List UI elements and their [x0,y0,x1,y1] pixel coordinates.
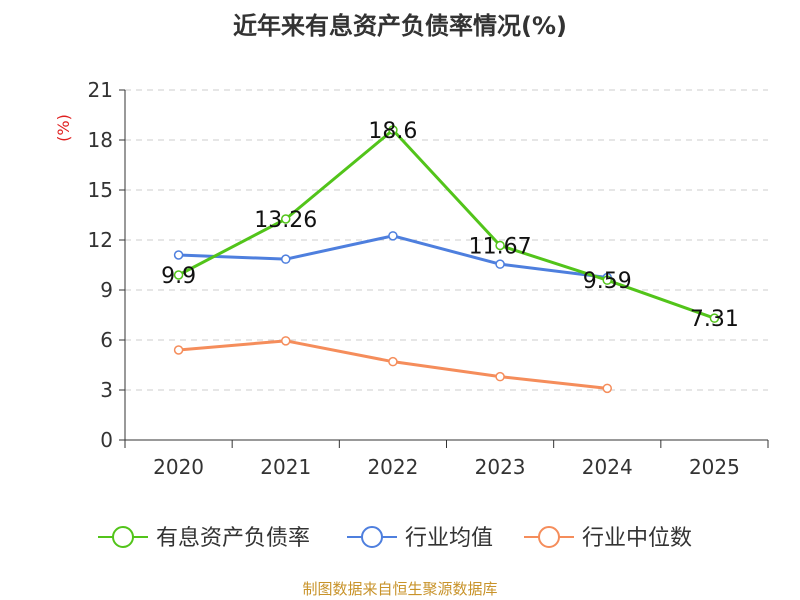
data-point [495,371,505,382]
data-label: 13.26 [254,208,317,233]
y-unit-label: (%) [54,114,73,142]
x-tick-label: 2021 [260,455,311,479]
data-label: 9.9 [161,264,196,289]
data-point [495,259,505,269]
source-note: 制图数据来自恒生聚源数据库 [302,580,498,598]
y-tick-label: 6 [100,328,113,352]
data-point [495,240,505,251]
data-point [602,383,612,394]
data-point [173,345,184,355]
data-label: 9.59 [583,269,632,294]
legend-marker-2 [538,526,560,548]
data-point [173,250,184,260]
data-point [388,356,398,367]
data-point [709,313,720,323]
x-tick-label: 2024 [582,455,633,479]
legend-marker-0 [112,526,134,548]
y-tick-label: 9 [100,278,113,302]
data-point [281,214,291,224]
data-point [281,254,291,264]
chart-title: 近年来有息资产负债率情况(%) [233,12,567,40]
x-tick-label: 2023 [475,455,526,479]
x-tick-label: 2025 [689,455,740,479]
data-label: 7.31 [690,307,739,332]
y-tick-label: 12 [88,228,113,252]
y-tick-label: 21 [88,78,113,102]
x-tick-label: 2020 [153,455,204,479]
data-point [388,125,398,135]
legend-label-2: 行业中位数 [582,526,692,551]
legend-marker-1 [361,526,383,548]
series-line-0 [177,128,715,320]
y-tick-label: 3 [100,378,113,402]
data-point [173,270,184,280]
data-point [602,275,612,285]
x-tick-label: 2022 [367,455,418,479]
legend-label-0: 有息资产负债率 [156,526,310,551]
legend-label-1: 行业均值 [405,526,493,551]
data-point [281,336,291,346]
data-point [388,231,398,241]
data-label: 18.6 [368,119,417,144]
y-tick-label: 18 [88,128,113,152]
data-label: 11.67 [469,235,532,260]
y-tick-label: 0 [100,428,113,452]
y-tick-label: 15 [88,178,113,202]
